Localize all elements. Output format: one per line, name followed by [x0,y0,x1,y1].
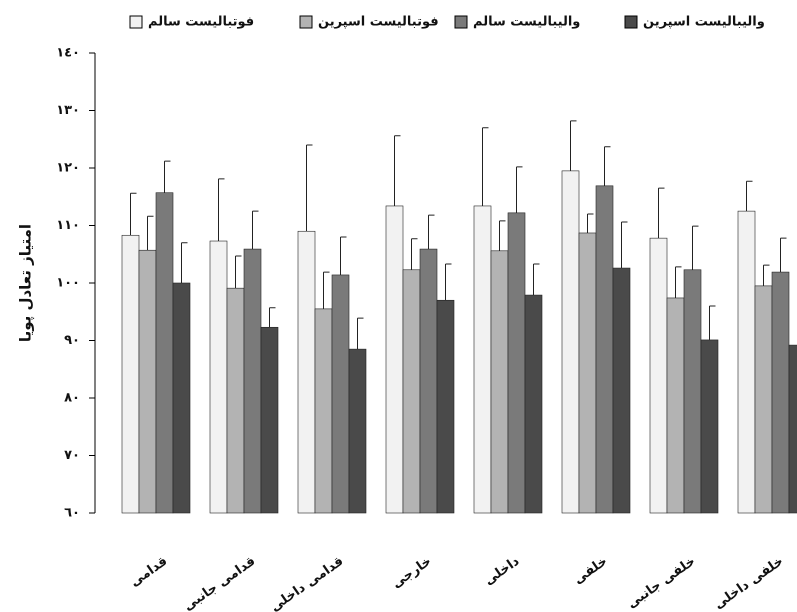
error-bar [500,221,506,251]
bar [772,272,789,513]
y-tick-label: ٩٠ [64,333,80,348]
y-tick-label: ١٣٠ [56,103,80,118]
x-tick-label: قدامی [128,554,171,590]
bar [650,238,667,513]
bar [173,283,190,513]
bar [579,233,596,513]
error-bar [622,222,628,268]
bar [491,251,508,513]
y-tick-label: ١١٠ [56,218,80,233]
legend-label: والیبالیست سالم [473,15,580,30]
legend-swatch [130,16,142,28]
y-tick-label: ١٠٠ [56,276,80,291]
bar [156,193,173,513]
bar [684,270,701,513]
error-bar [165,161,171,193]
bar [210,241,227,513]
bar [508,213,525,513]
bar [789,345,797,513]
error-bar [747,181,753,211]
error-bar [270,308,276,328]
bar [244,249,261,513]
error-bar [693,226,699,270]
x-tick-label: خلفی [571,554,610,588]
bar [596,186,613,513]
error-bar [412,239,418,270]
x-tick-label: قدامی داخلی [268,554,346,612]
error-bar [358,318,364,349]
error-bar [446,264,452,300]
error-bar [764,265,770,286]
y-tick-label: ٦٠ [64,506,80,521]
error-bar [676,267,682,298]
error-bar [219,179,225,241]
x-tick-label: خلفی جانبی [625,554,699,612]
bar [755,286,772,513]
error-bar [429,215,435,249]
bar [474,206,491,513]
chart: امتیاز تعادل پویا ٦٠ ٧٠ ٨٠ ٩٠ ١٠٠ ١١٠ ١٢٠ ١٣٠ ١٤… [0,0,797,612]
legend-label: والیبالیست اسپرین [643,15,765,30]
bar [403,270,420,513]
error-bar [605,147,611,186]
error-bar [395,136,401,206]
legend-swatch [300,16,312,28]
bar [525,295,542,513]
error-bar [588,214,594,233]
y-tick-label: ٨٠ [64,391,80,406]
y-axis-label: امتیاز تعادل پویا [17,224,36,342]
bar [420,249,437,513]
error-bar [534,264,540,295]
error-bar [483,128,489,206]
bar [139,250,156,513]
bar [227,288,244,513]
bar [332,275,349,513]
error-bar [236,256,242,288]
bar [562,171,579,513]
y-tick-label: ١٢٠ [56,161,80,176]
legend-swatch [455,16,467,28]
bar [613,268,630,513]
error-bar [659,188,665,238]
bar [122,235,139,513]
error-bar [307,145,313,231]
error-bar [253,211,259,249]
bar [315,309,332,513]
bar [738,211,755,513]
legend-swatch [625,16,637,28]
error-bar [781,238,787,272]
bar [667,298,684,513]
y-tick-label: ١٤٠ [56,46,80,61]
error-bar [182,243,188,283]
x-tick-label: داخلی [482,554,523,589]
bar [349,349,366,513]
bar [298,231,315,513]
error-bar [148,216,154,250]
bar [261,327,278,513]
legend-label: فوتبالیست سالم [148,15,254,30]
y-tick-label: ٧٠ [64,448,80,463]
error-bar [517,167,523,213]
error-bar [571,121,577,171]
error-bar [710,306,716,340]
x-tick-label: خارجی [389,554,434,592]
x-tick-label: قدامی جانبی [181,554,258,612]
bar [437,300,454,513]
legend-label: فوتبالیست اسپرین [318,15,439,30]
error-bar [341,237,347,275]
bar [386,206,403,513]
x-tick-label: خلفی داخلی [712,554,787,612]
bar [701,340,718,513]
error-bar [131,193,137,235]
error-bar [324,272,330,309]
